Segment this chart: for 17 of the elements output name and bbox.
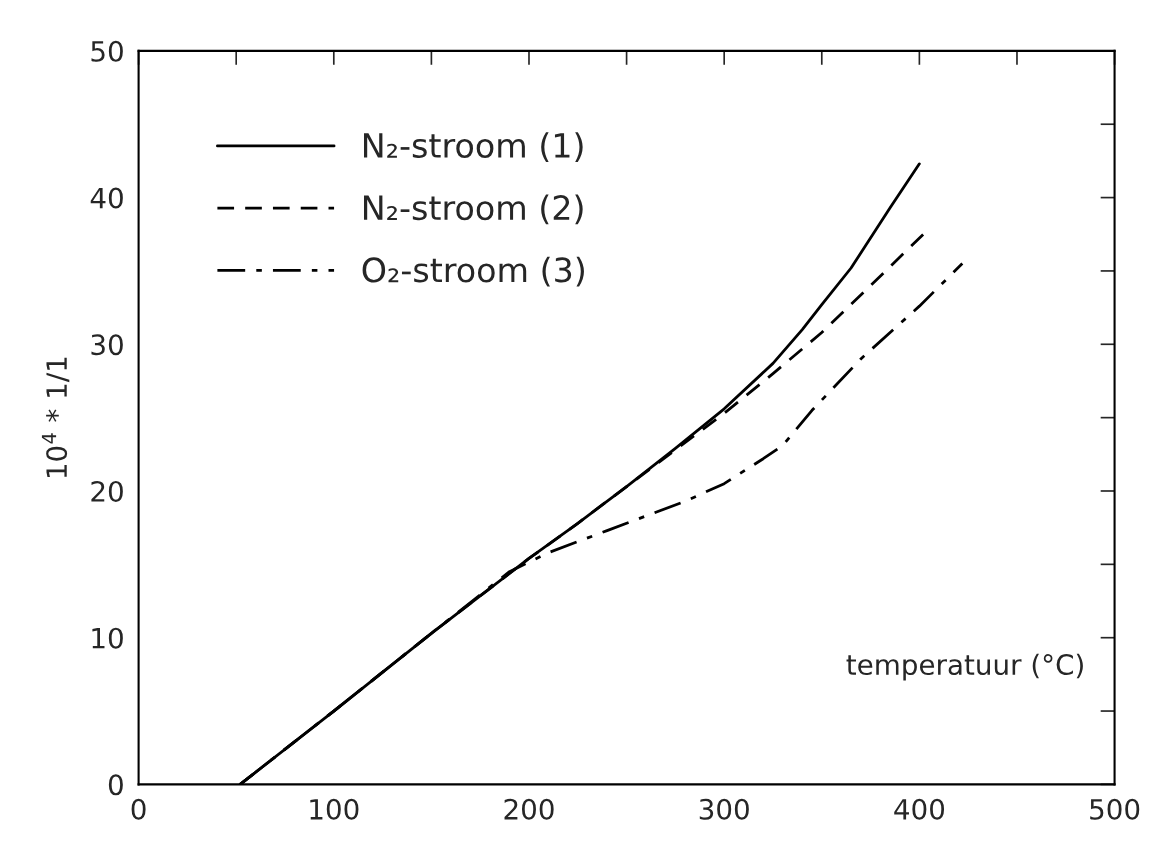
x-tick-label: 500 xyxy=(1090,798,1140,820)
y-tick-label: 10 xyxy=(92,627,123,649)
y-tick-label: 40 xyxy=(90,187,123,209)
x-tick-label: 200 xyxy=(504,798,554,820)
x-tick-label: 400 xyxy=(894,798,945,820)
y-tick-label: 0 xyxy=(108,774,123,796)
y-tick-label: 30 xyxy=(91,334,123,356)
x-tick-label: 100 xyxy=(310,798,359,820)
x-axis-title: temperatuur (°C) xyxy=(846,653,1083,681)
y-tick-label: 50 xyxy=(91,40,123,62)
y-tick-label: 20 xyxy=(91,480,123,502)
x-tick-label: 300 xyxy=(699,798,749,820)
y-axis-title: 10$^{4}$ * 1/1 xyxy=(41,357,70,478)
legend-label: N₂-stroom (2) xyxy=(364,194,583,225)
x-tick-label: 0 xyxy=(131,798,146,820)
legend-label: O₂-stroom (3) xyxy=(362,256,584,287)
legend-label: N₂-stroom (1) xyxy=(364,132,583,162)
